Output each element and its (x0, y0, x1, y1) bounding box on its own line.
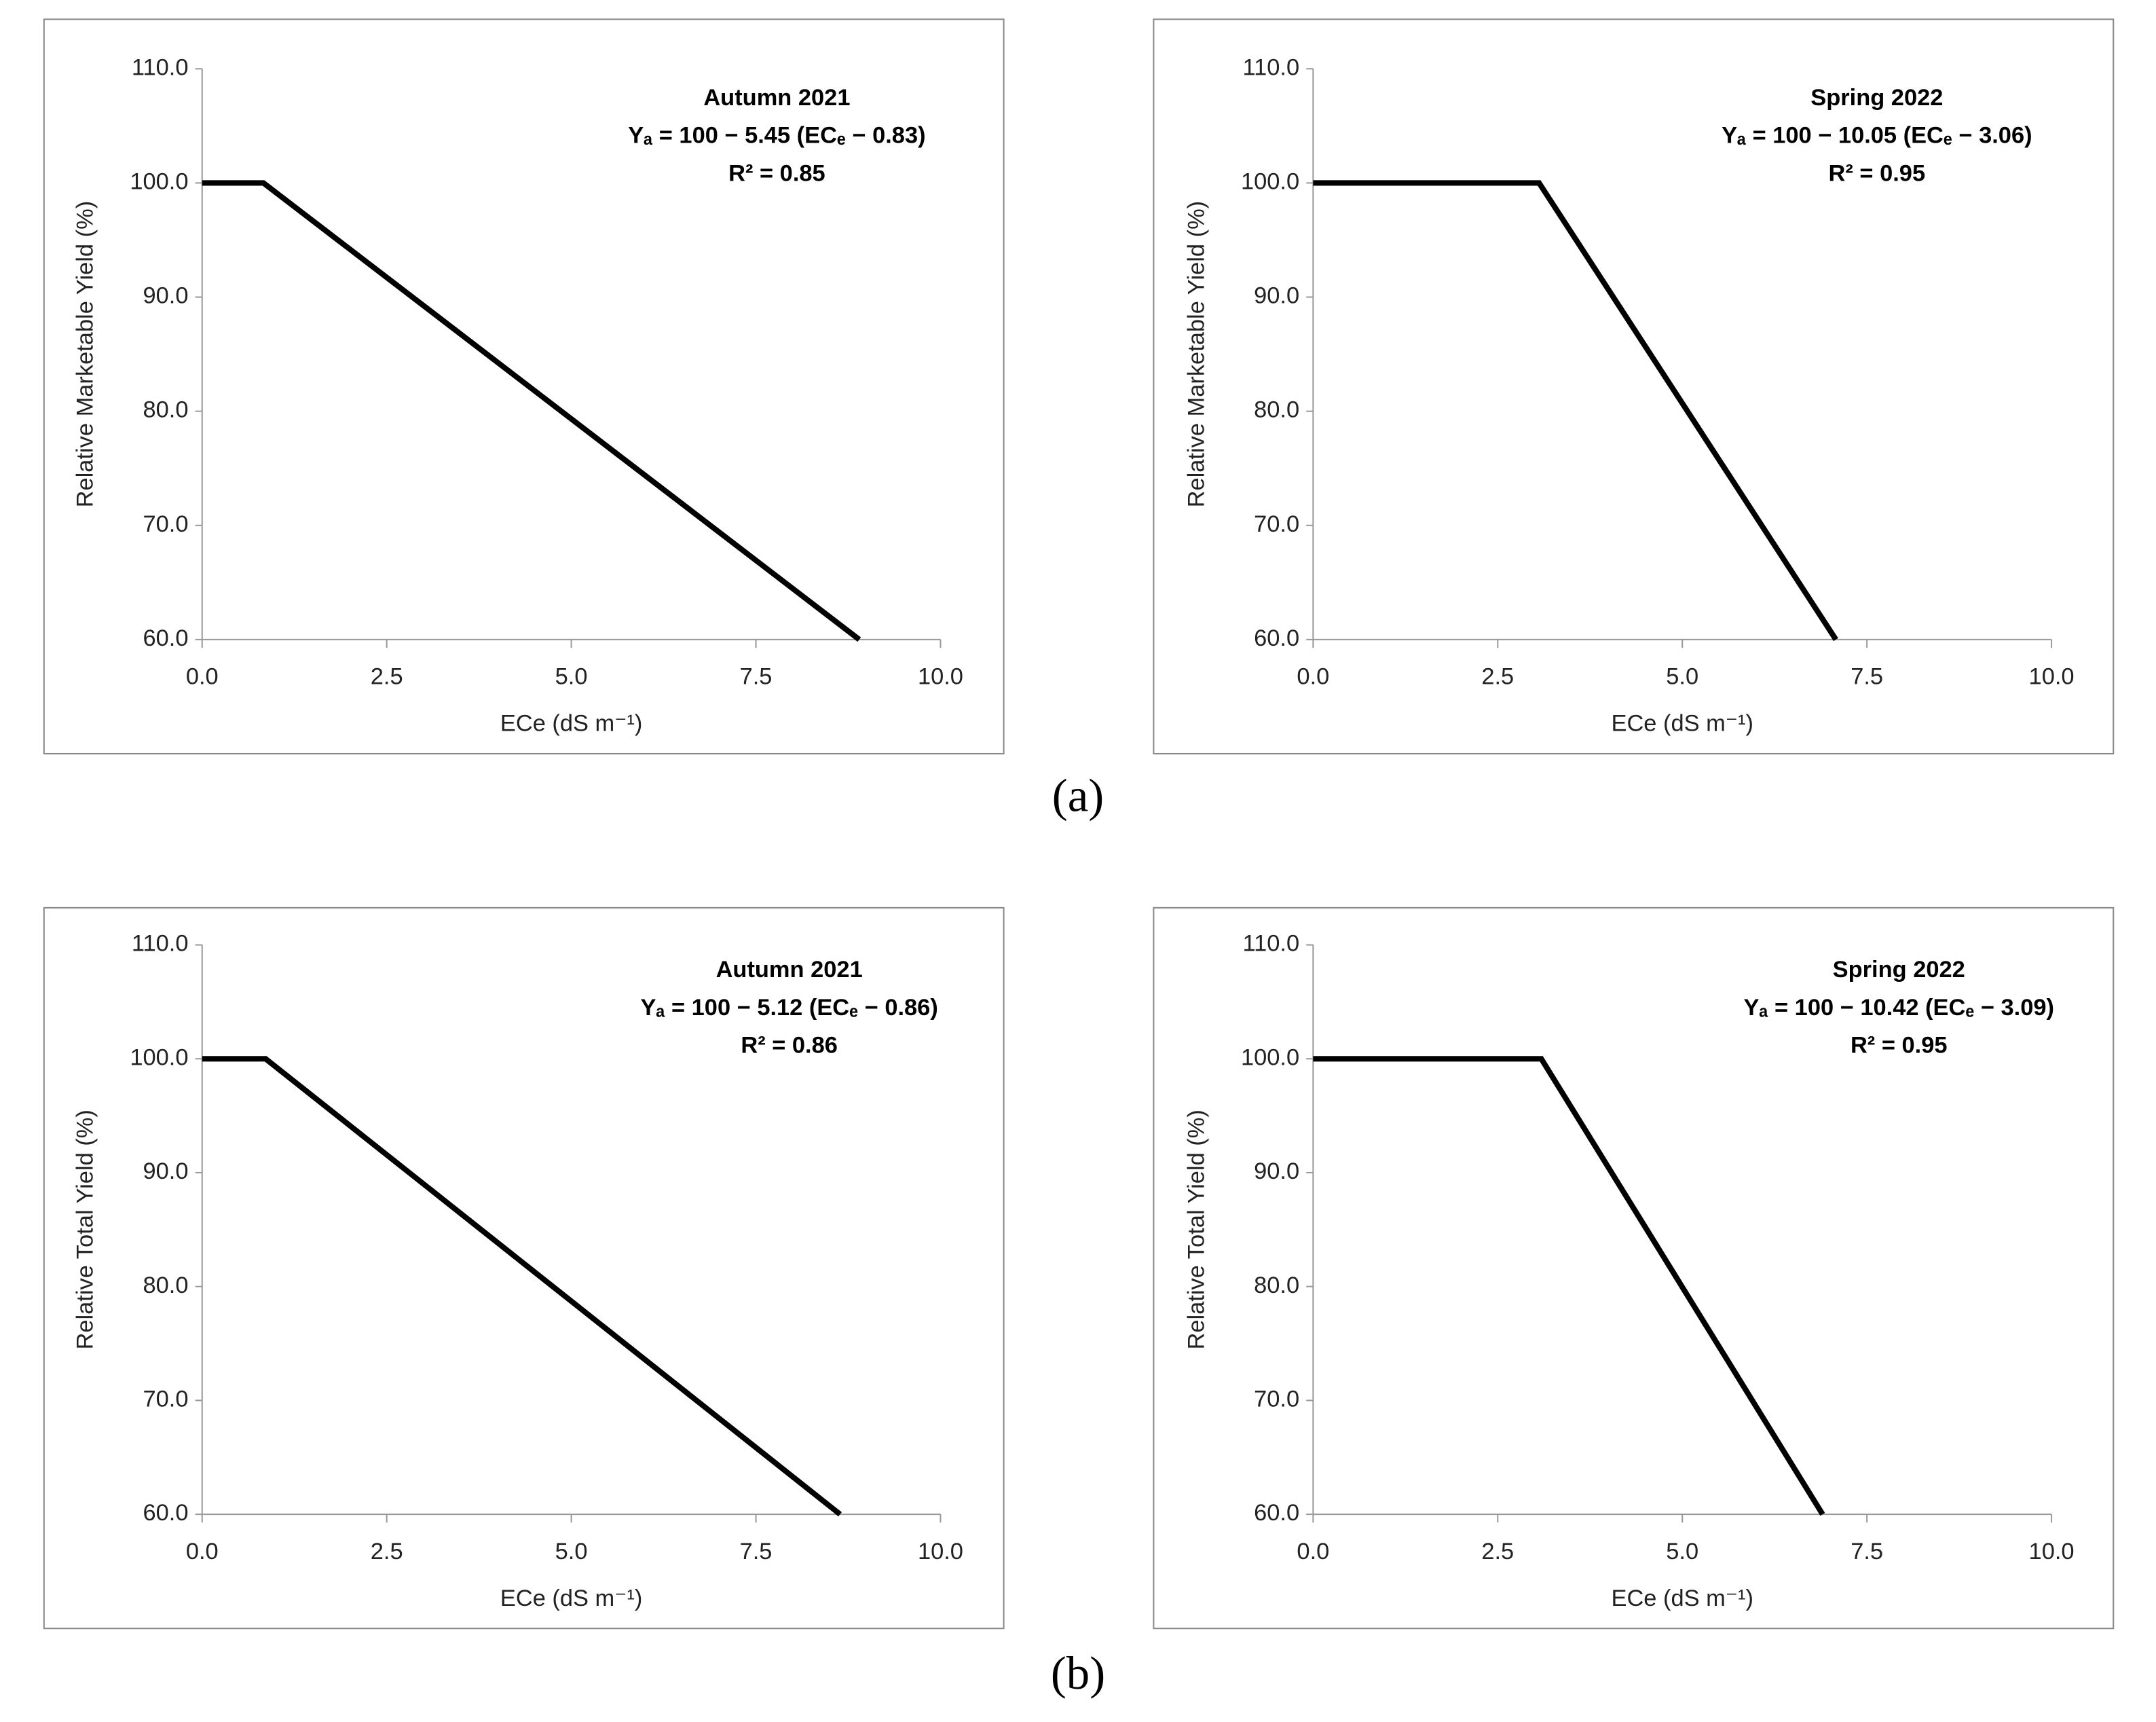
annotation: R² = 0.95 (1829, 160, 1926, 186)
x-tick-label: 0.0 (1297, 1539, 1329, 1564)
y-tick-label: 70.0 (1254, 1386, 1299, 1412)
x-tick-label: 0.0 (186, 664, 219, 690)
x-tick-label: 7.5 (1851, 664, 1883, 690)
x-tick-label: 10.0 (2029, 664, 2075, 690)
x-tick-label: 5.0 (555, 1539, 588, 1564)
x-axis-label: ECe (dS m⁻¹) (1611, 711, 1753, 737)
panel-label: (b) (1051, 1647, 1105, 1699)
panel-label: (a) (1052, 770, 1104, 822)
y-tick-label: 90.0 (143, 283, 188, 309)
y-axis-label: Relative Marketable Yield (%) (1183, 201, 1209, 508)
annotation: Spring 2022 (1833, 957, 1965, 983)
y-tick-label: 70.0 (143, 511, 188, 537)
y-tick-label: 60.0 (1254, 1500, 1299, 1526)
x-axis-label: ECe (dS m⁻¹) (500, 711, 642, 737)
line (1313, 1056, 1825, 1516)
annotation: Spring 2022 (1810, 85, 1943, 111)
y-tick-label: 60.0 (1254, 625, 1299, 651)
line (202, 1056, 842, 1517)
frame (1153, 18, 2115, 755)
x-tick-label: 5.0 (555, 664, 588, 690)
annotation: R² = 0.85 (728, 160, 825, 186)
y-tick-label: 80.0 (1254, 1272, 1299, 1298)
frame (43, 906, 1005, 1630)
x-tick-label: 5.0 (1666, 664, 1698, 690)
y-tick-label: 100.0 (1241, 169, 1299, 195)
y-tick-label: 100.0 (130, 1044, 188, 1070)
x-tick-label: 0.0 (1297, 664, 1329, 690)
x-tick-label: 2.5 (371, 664, 403, 690)
x-tick-label: 2.5 (1481, 664, 1514, 690)
y-tick-label: 80.0 (1254, 397, 1299, 423)
y-tick-label: 110.0 (132, 54, 189, 80)
x-tick-label: 7.5 (1851, 1539, 1883, 1564)
x-tick-label: 0.0 (186, 1539, 219, 1564)
y-axis-label: Relative Marketable Yield (%) (73, 201, 98, 508)
x-tick-label: 10.0 (918, 664, 963, 690)
y-tick-label: 100.0 (1241, 1044, 1299, 1070)
x-tick-label: 10.0 (2029, 1539, 2075, 1564)
frame (1153, 906, 2115, 1630)
y-tick-label: 110.0 (1243, 54, 1300, 80)
y-tick-label: 90.0 (1254, 283, 1299, 309)
y-tick-label: 60.0 (143, 625, 188, 651)
annotation: Yₐ = 100 − 10.42 (ECₑ − 3.09) (1744, 995, 2054, 1021)
annotation: R² = 0.95 (1851, 1033, 1948, 1059)
annotation: Autumn 2021 (703, 85, 850, 111)
x-axis-label: ECe (dS m⁻¹) (1611, 1586, 1753, 1611)
x-tick-label: 2.5 (1481, 1539, 1514, 1564)
annotation: Yₐ = 100 − 5.45 (ECₑ − 0.83) (628, 123, 925, 149)
annotation: Yₐ = 100 − 5.12 (ECₑ − 0.86) (640, 995, 937, 1021)
x-tick-label: 5.0 (1666, 1539, 1698, 1564)
y-tick-label: 110.0 (132, 931, 189, 957)
annotation: R² = 0.86 (741, 1033, 838, 1059)
y-tick-label: 90.0 (1254, 1158, 1299, 1184)
frame (43, 18, 1005, 755)
x-tick-label: 10.0 (918, 1539, 963, 1564)
y-axis-label: Relative Total Yield (%) (73, 1110, 98, 1349)
line (202, 180, 861, 642)
y-tick-label: 70.0 (143, 1386, 188, 1412)
annotation: Autumn 2021 (716, 957, 863, 983)
y-tick-label: 60.0 (143, 1500, 188, 1526)
y-tick-label: 80.0 (143, 397, 188, 423)
y-tick-label: 90.0 (143, 1158, 188, 1184)
y-tick-label: 110.0 (1243, 931, 1300, 957)
line (1313, 180, 1838, 642)
x-tick-label: 7.5 (740, 1539, 773, 1564)
x-tick-label: 2.5 (371, 1539, 403, 1564)
y-tick-label: 80.0 (143, 1272, 188, 1298)
y-tick-label: 100.0 (130, 169, 188, 195)
x-axis-label: ECe (dS m⁻¹) (500, 1586, 642, 1611)
y-axis-label: Relative Total Yield (%) (1183, 1110, 1209, 1349)
annotation: Yₐ = 100 − 10.05 (ECₑ − 3.06) (1722, 123, 2032, 149)
y-tick-label: 70.0 (1254, 511, 1299, 537)
x-tick-label: 7.5 (740, 664, 773, 690)
